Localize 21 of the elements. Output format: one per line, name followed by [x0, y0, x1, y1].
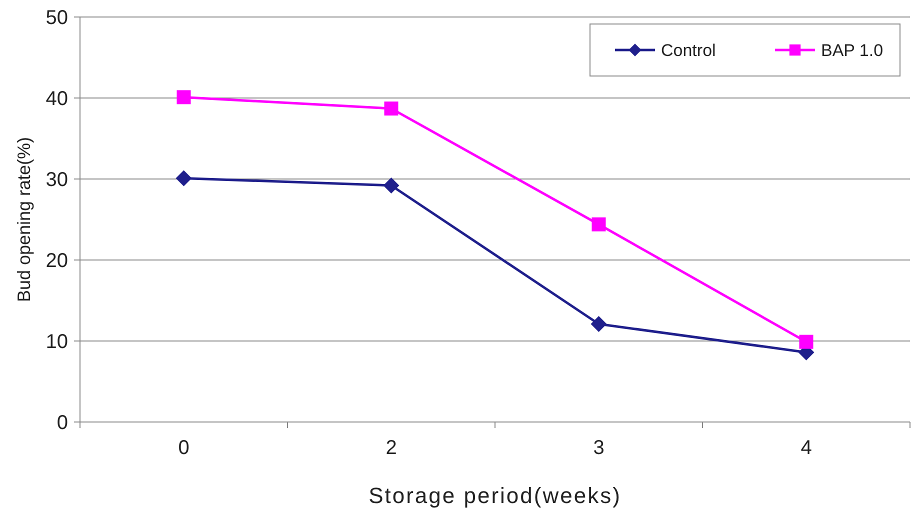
- legend-label: BAP 1.0: [821, 40, 884, 60]
- y-tick-label: 10: [46, 331, 68, 353]
- point: [383, 177, 400, 194]
- x-tick-label: 3: [593, 437, 604, 459]
- x-tick-label: 0: [178, 437, 190, 459]
- point: [176, 90, 191, 104]
- y-tick-label: 50: [46, 7, 68, 29]
- point: [592, 217, 606, 232]
- x-tick-label: 2: [386, 437, 397, 459]
- point: [384, 102, 398, 116]
- legend-label: Control: [661, 40, 716, 60]
- y-axis-title: Bud opening rate(%): [14, 136, 34, 302]
- y-tick-label: 40: [46, 88, 68, 110]
- y-tick-label: 30: [46, 169, 68, 191]
- point: [590, 316, 607, 332]
- point: [176, 170, 192, 186]
- y-tick-label: 20: [46, 250, 68, 272]
- point: [799, 334, 814, 349]
- y-tick-label: 0: [56, 412, 68, 434]
- x-tick-label: 4: [800, 437, 812, 459]
- x-axis-title: Storage period(weeks): [368, 483, 622, 508]
